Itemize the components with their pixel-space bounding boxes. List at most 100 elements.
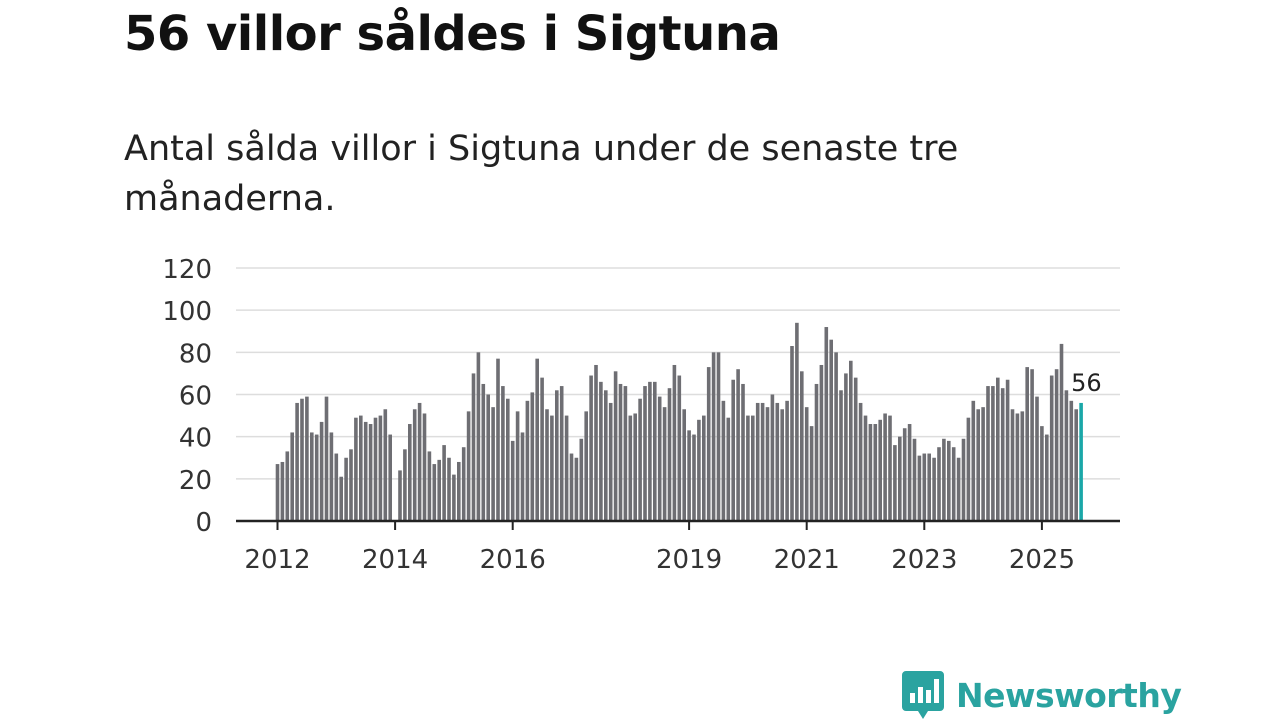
bar bbox=[672, 364, 677, 521]
bar bbox=[648, 381, 652, 521]
bar bbox=[809, 426, 814, 521]
bar bbox=[540, 377, 544, 521]
highlighted-bar bbox=[1079, 402, 1083, 521]
bar bbox=[628, 415, 633, 521]
bar bbox=[844, 373, 848, 521]
bar bbox=[834, 352, 838, 521]
bar bbox=[608, 402, 613, 521]
y-tick-label: 0 bbox=[195, 508, 212, 538]
bar bbox=[755, 402, 760, 521]
bar bbox=[427, 451, 432, 521]
bar bbox=[711, 352, 716, 521]
bar-series bbox=[275, 322, 1083, 521]
bar bbox=[349, 449, 353, 521]
bar bbox=[559, 386, 564, 521]
bar bbox=[1020, 411, 1025, 521]
bar bbox=[461, 447, 466, 521]
bar bbox=[638, 398, 642, 521]
bar bbox=[569, 453, 574, 521]
x-tick-label: 2021 bbox=[774, 545, 840, 575]
bar bbox=[956, 457, 961, 521]
bar bbox=[378, 415, 383, 521]
bar bbox=[785, 400, 789, 521]
bar bbox=[613, 371, 618, 521]
bar bbox=[417, 402, 422, 521]
bar bbox=[677, 375, 682, 521]
bar bbox=[942, 438, 946, 521]
y-tick-label: 80 bbox=[179, 339, 212, 369]
bar bbox=[682, 409, 686, 521]
x-tick-label: 2019 bbox=[656, 545, 722, 575]
x-tick-label: 2016 bbox=[480, 545, 546, 575]
data-labels: 56 bbox=[1069, 366, 1105, 399]
bar bbox=[290, 432, 294, 521]
bar bbox=[280, 461, 285, 521]
bar bbox=[907, 424, 912, 521]
bar bbox=[1074, 409, 1078, 521]
bar bbox=[741, 383, 745, 521]
x-tick-label: 2012 bbox=[244, 545, 310, 575]
y-tick-label: 40 bbox=[179, 424, 212, 454]
bar bbox=[383, 409, 388, 521]
bar bbox=[594, 364, 598, 521]
bar bbox=[408, 424, 412, 521]
bar bbox=[1030, 369, 1034, 521]
bar bbox=[305, 396, 309, 521]
bar bbox=[917, 455, 922, 521]
newsworthy-logo: Newsworthy bbox=[902, 671, 1182, 719]
bar bbox=[1069, 400, 1074, 521]
bar bbox=[800, 371, 804, 521]
bar bbox=[893, 445, 897, 521]
bar bbox=[344, 457, 348, 521]
bar bbox=[814, 383, 819, 521]
chart-title: 56 villor såldes i Sigtuna bbox=[124, 6, 781, 62]
bar bbox=[506, 398, 510, 521]
bar bbox=[584, 411, 588, 521]
y-tick-label: 20 bbox=[179, 466, 212, 496]
bar bbox=[937, 447, 941, 521]
bar bbox=[618, 383, 623, 521]
bar bbox=[359, 415, 363, 521]
bar bbox=[1000, 388, 1005, 521]
bar bbox=[883, 413, 887, 521]
bar bbox=[731, 379, 735, 521]
bar bbox=[530, 392, 535, 521]
bar bbox=[746, 415, 750, 521]
bar bbox=[878, 419, 882, 521]
bar bbox=[339, 476, 343, 521]
y-tick-label: 120 bbox=[162, 255, 212, 285]
bar bbox=[442, 445, 446, 521]
bar bbox=[515, 411, 520, 521]
bar bbox=[491, 407, 495, 521]
bar bbox=[966, 417, 971, 521]
brand-name: Newsworthy bbox=[956, 675, 1182, 715]
y-tick-label: 60 bbox=[179, 382, 212, 412]
bar bbox=[589, 375, 593, 521]
bar bbox=[643, 386, 647, 521]
bar bbox=[692, 434, 696, 521]
bar bbox=[422, 413, 427, 521]
bar-chart: 0 20 40 60 80 100 120 2012 2014 2016 2019 2021 2023 2… bbox=[162, 255, 1120, 575]
bar bbox=[574, 457, 579, 521]
bar bbox=[319, 421, 324, 521]
bar bbox=[839, 390, 843, 521]
bar bbox=[951, 447, 956, 521]
bar bbox=[363, 421, 368, 521]
bar bbox=[545, 409, 549, 521]
bar bbox=[687, 430, 691, 521]
bar bbox=[496, 358, 500, 521]
bar bbox=[667, 388, 672, 521]
bar bbox=[1045, 434, 1049, 521]
bar bbox=[775, 402, 780, 521]
bar bbox=[702, 415, 706, 521]
highlight-value-label: 56 bbox=[1071, 369, 1102, 397]
bar bbox=[996, 377, 1000, 521]
x-tick-label: 2023 bbox=[891, 545, 957, 575]
bar bbox=[726, 417, 731, 521]
bar bbox=[736, 369, 740, 521]
bar bbox=[795, 322, 799, 521]
bar bbox=[550, 415, 554, 521]
axes: 0 20 40 60 80 100 120 2012 2014 2016 2019 2021 2023 2… bbox=[162, 255, 1120, 575]
bar bbox=[471, 373, 476, 521]
bar bbox=[657, 396, 662, 521]
